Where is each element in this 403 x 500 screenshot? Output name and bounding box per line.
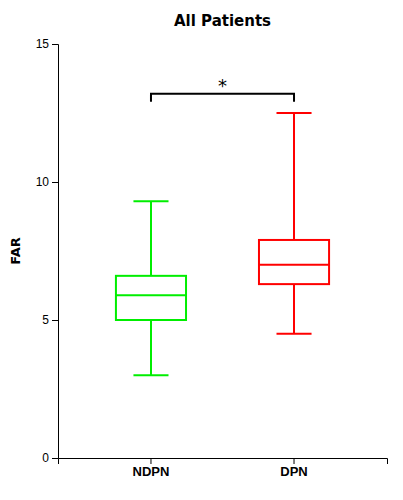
plot: 0 5 10 15 NDPN DPN * — [36, 37, 388, 479]
y-tick-label: 0 — [42, 451, 49, 465]
box-body — [116, 276, 186, 320]
box — [116, 201, 186, 375]
x-tick-mark — [294, 458, 295, 464]
x-tick-mark — [150, 458, 151, 464]
whisker-lower — [150, 320, 152, 375]
x-axis-line — [59, 459, 388, 465]
y-tick-mark — [52, 320, 58, 321]
y-tick: 5 — [42, 313, 58, 327]
whisker-lower — [293, 284, 295, 334]
title: All Patients — [174, 12, 271, 30]
whisker-upper — [150, 201, 152, 276]
x-tick: DPN — [280, 458, 307, 479]
y-tick-mark — [52, 44, 58, 45]
y-tick-mark — [52, 182, 58, 183]
whisker-cap-lower — [133, 374, 168, 376]
y-tick: 15 — [36, 37, 58, 51]
whisker-cap-upper — [276, 112, 311, 114]
x-tick-label: NDPN — [133, 464, 170, 479]
significance-label: * — [218, 75, 227, 96]
whisker-upper — [293, 113, 295, 240]
annotations: * — [218, 75, 227, 96]
x-tick: NDPN — [133, 458, 170, 479]
box-median — [116, 294, 186, 296]
chart: 0 5 10 15 NDPN DPN * All Patients FAR — [0, 0, 403, 500]
y-tick-mark — [52, 458, 58, 459]
y-axis-line — [52, 45, 59, 459]
y-axis-title: FAR — [8, 237, 23, 264]
y-tick-label: 5 — [42, 313, 49, 327]
whisker-cap-lower — [276, 333, 311, 335]
marks — [116, 94, 329, 376]
y-axis: 0 5 10 15 — [36, 37, 59, 465]
whisker-cap-upper — [133, 200, 168, 202]
y-tick-label: 10 — [36, 175, 50, 189]
x-tick-label: DPN — [280, 464, 307, 479]
y-tick: 0 — [42, 451, 58, 465]
y-tick: 10 — [36, 175, 58, 189]
box — [259, 113, 329, 334]
y-tick-label: 15 — [36, 37, 50, 51]
box-body — [259, 240, 329, 284]
box-median — [259, 264, 329, 266]
x-axis: NDPN DPN — [59, 458, 388, 479]
